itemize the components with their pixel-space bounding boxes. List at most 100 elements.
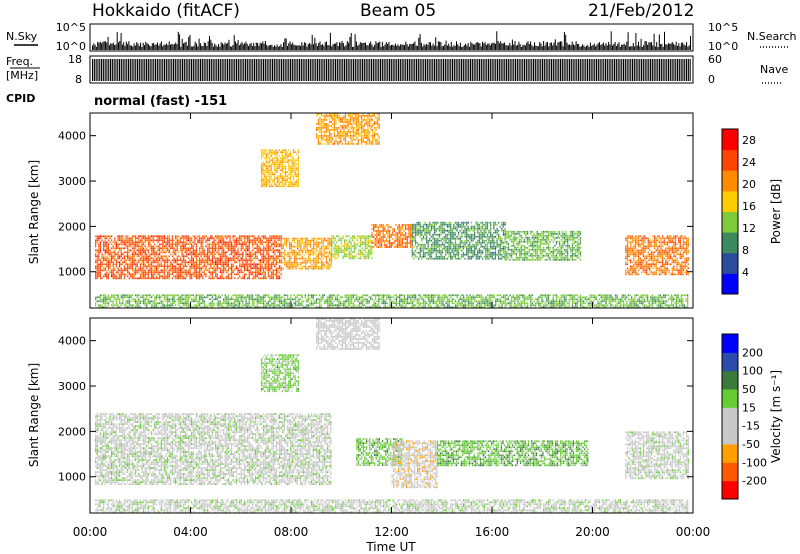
power-cell	[467, 239, 469, 242]
power-cell	[429, 225, 431, 228]
power-cell	[536, 254, 538, 257]
power-cell	[478, 227, 481, 230]
power-cell	[305, 265, 307, 268]
power-cell	[231, 273, 233, 276]
power-cell	[366, 235, 368, 238]
power-cell	[205, 255, 207, 258]
power-cell	[435, 221, 437, 224]
power-cell	[194, 235, 196, 238]
power-cell	[551, 254, 553, 257]
power-cell	[282, 261, 284, 264]
power-cell	[514, 238, 516, 241]
power-cell	[267, 275, 270, 278]
power-cell	[170, 261, 172, 264]
power-cell	[565, 236, 567, 239]
power-cell	[243, 249, 246, 252]
freq-bar	[423, 59, 425, 81]
power-cell	[202, 277, 204, 280]
power-cell	[342, 251, 344, 254]
power-cell	[462, 231, 465, 234]
power-cell	[360, 249, 362, 252]
power-cell	[111, 269, 113, 272]
power-cell	[374, 230, 376, 232]
noise-bar	[674, 45, 676, 50]
freq-bar	[488, 59, 490, 81]
power-cell	[501, 247, 503, 250]
power-cell	[486, 251, 489, 254]
power-cell	[178, 271, 180, 274]
power-cell	[486, 235, 489, 238]
power-cell	[509, 236, 511, 239]
noise-bar	[262, 41, 264, 50]
power-cell	[536, 230, 538, 233]
power-cell	[331, 251, 333, 254]
power-cell	[226, 269, 228, 272]
power-cell	[395, 240, 397, 242]
power-cell	[247, 237, 249, 240]
power-cell	[248, 269, 250, 272]
power-cell	[290, 251, 292, 254]
power-cell	[248, 237, 250, 240]
power-cell	[523, 256, 526, 259]
noise-bar	[649, 42, 651, 50]
power-cell	[387, 230, 389, 232]
power-cell	[638, 239, 640, 242]
freq-bar	[362, 59, 364, 81]
power-cell	[269, 277, 271, 280]
power-cell	[400, 242, 402, 244]
power-cell	[119, 257, 121, 260]
freq-bar	[295, 59, 297, 81]
power-cell	[325, 267, 328, 270]
power-cell	[170, 263, 172, 266]
nsearch-label: N.Search	[747, 30, 797, 43]
power-cell	[223, 267, 225, 270]
power-cell	[440, 221, 442, 224]
power-cell	[103, 249, 105, 252]
power-cell	[531, 240, 534, 243]
power-cell	[135, 235, 137, 238]
power-cell	[560, 254, 562, 257]
power-cell	[170, 247, 172, 250]
power-cell	[549, 250, 551, 253]
noise-bar	[339, 42, 340, 50]
power-cell	[501, 255, 503, 258]
power-cell	[432, 223, 434, 226]
freq-bar	[290, 59, 292, 81]
power-cell	[280, 259, 283, 262]
power-cell	[119, 255, 121, 258]
power-cell	[147, 241, 150, 244]
noise-bar	[162, 46, 164, 50]
power-cell	[139, 269, 142, 272]
power-cell	[146, 259, 148, 262]
power-cell	[393, 230, 396, 232]
power-cell	[232, 245, 234, 248]
power-cell	[96, 235, 98, 238]
power-cell	[409, 234, 412, 236]
power-cell	[389, 234, 391, 236]
freq-bar	[360, 59, 362, 81]
power-cell	[111, 261, 113, 264]
power-cell	[639, 251, 641, 254]
power-cell	[155, 239, 158, 242]
power-cell	[575, 258, 577, 261]
power-cell	[130, 245, 132, 248]
power-cell	[128, 271, 130, 274]
power-cell	[523, 248, 526, 251]
power-cell	[517, 256, 519, 259]
power-cell	[106, 243, 108, 246]
noise-bar	[146, 43, 148, 50]
power-cell	[539, 250, 542, 253]
power-cell	[263, 275, 265, 278]
power-cell	[364, 235, 367, 238]
power-cell	[334, 247, 336, 250]
power-cell	[219, 261, 222, 264]
freq-bar	[628, 59, 630, 81]
power-cell	[401, 246, 404, 248]
power-cell	[486, 243, 489, 246]
noise-bar	[181, 38, 183, 50]
power-cell	[547, 248, 550, 251]
power-cell	[401, 232, 404, 234]
power-cell	[293, 239, 296, 242]
power-cell	[263, 235, 265, 238]
power-cell	[421, 237, 423, 240]
